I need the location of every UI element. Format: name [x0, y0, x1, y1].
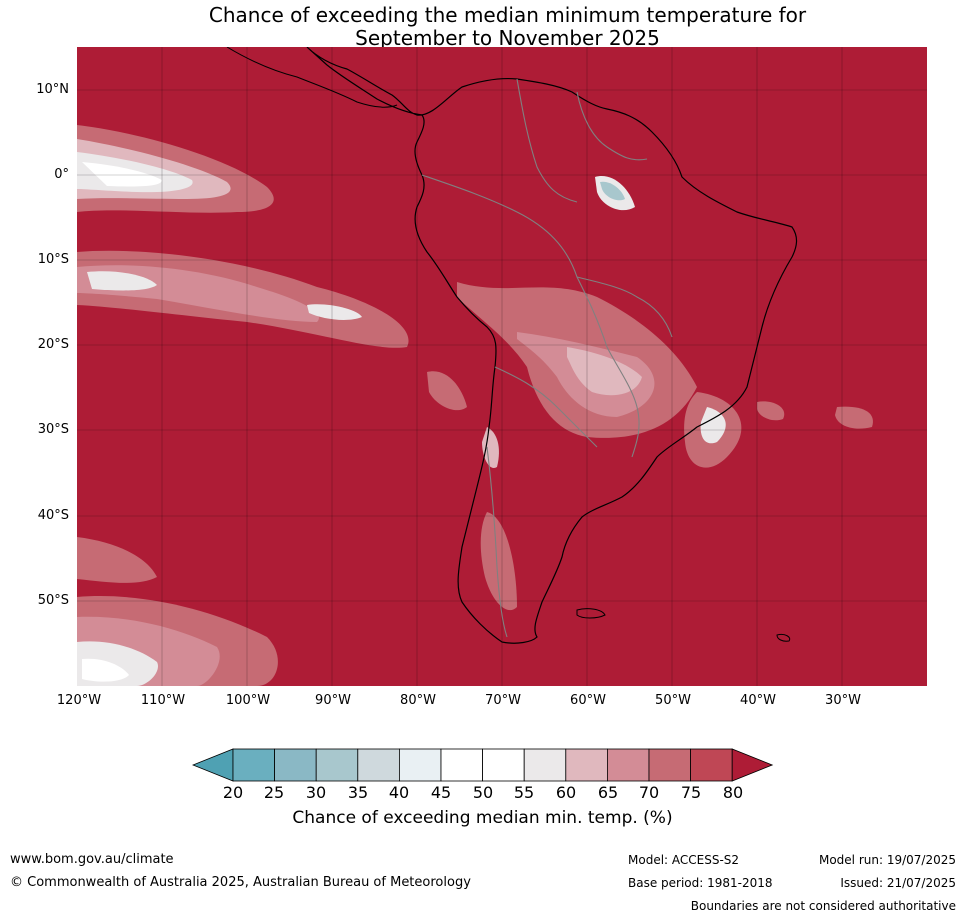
lon-label-70w: 70°W: [485, 693, 521, 708]
colorbar-segment-55-60: [523, 748, 567, 782]
lon-label-30w: 30°W: [825, 693, 861, 708]
colorbar-segment-65-70: [606, 748, 650, 782]
colorbar-segment-40-45: [398, 748, 442, 782]
colorbar-segment-70-75: [648, 748, 691, 782]
map-panel: [77, 47, 927, 686]
colorbar-tick-75: 75: [680, 783, 702, 802]
lat-label-10n: 10°N: [36, 82, 69, 97]
patch-patagonia-70: [480, 512, 517, 611]
footer-copyright: © Commonwealth of Australia 2025, Austra…: [10, 875, 471, 890]
country-borders: [421, 78, 673, 638]
lat-label-40s: 40°S: [37, 508, 69, 523]
patch-atlantic-60: [700, 407, 726, 444]
central-america-coast: [226, 47, 398, 108]
colorbar: [192, 748, 774, 782]
colorbar-tick-20: 20: [222, 783, 244, 802]
footer-issued: Issued: 21/07/2025: [840, 876, 956, 890]
colorbar-tick-25: 25: [263, 783, 285, 802]
footer-disclaimer: Boundaries are not considered authoritat…: [690, 899, 956, 913]
patch-atlantic-east: [757, 401, 785, 421]
patch-chile-60: [482, 427, 499, 468]
patch-pacific-offshore: [427, 371, 467, 411]
colorbar-segment-60-65: [565, 748, 608, 782]
colorbar-tick-55: 55: [513, 783, 535, 802]
falkland-islands: [576, 608, 606, 619]
patch-eq-pacific-50: [82, 162, 162, 187]
colorbar-tick-45: 45: [430, 783, 452, 802]
lat-label-30s: 30°S: [37, 422, 69, 437]
colorbar-tick-65: 65: [597, 783, 619, 802]
colorbar-segment-50-55: [482, 748, 525, 782]
title-line-2: September to November 2025: [355, 26, 660, 50]
lat-label-0: 0°: [54, 167, 69, 182]
colorbar-segment-25-30: [274, 748, 317, 782]
lon-label-110w: 110°W: [140, 693, 186, 708]
lon-label-40w: 40°W: [740, 693, 776, 708]
colorbar-tick-50: 50: [472, 783, 494, 802]
lon-label-120w: 120°W: [56, 693, 102, 708]
patch-inland-60: [567, 347, 642, 396]
south-america-coastline: [306, 47, 798, 644]
south-georgia: [776, 634, 791, 642]
colorbar-tick-40: 40: [388, 783, 410, 802]
patch-pacific-band-60: [87, 271, 157, 291]
colorbar-tick-70: 70: [638, 783, 660, 802]
colorbar-label: Chance of exceeding median min. temp. (%…: [292, 808, 673, 828]
patch-atlantic-far-east: [835, 406, 873, 429]
lon-label-90w: 90°W: [315, 693, 351, 708]
colorbar-segment-75-80: [690, 748, 733, 782]
colorbar-tick-80: 80: [722, 783, 744, 802]
colorbar-tick-35: 35: [347, 783, 369, 802]
lon-label-100w: 100°W: [225, 693, 271, 708]
lat-label-10s: 10°S: [37, 252, 69, 267]
footer-website: www.bom.gov.au/climate: [10, 852, 174, 867]
lon-label-60w: 60°W: [570, 693, 606, 708]
colorbar-segments: [192, 748, 774, 782]
patch-south-pacific-upper: [77, 537, 157, 583]
colorbar-segment-35-40: [357, 748, 400, 782]
footer-model: Model: ACCESS-S2: [628, 853, 740, 867]
footer-base-period: Base period: 1981-2018: [628, 876, 773, 890]
map-title: Chance of exceeding the median minimum t…: [0, 4, 965, 50]
colorbar-extend-high: [731, 748, 774, 782]
lat-label-50s: 50°S: [37, 593, 69, 608]
colorbar-extend-low: [192, 748, 234, 782]
colorbar-tick-30: 30: [305, 783, 327, 802]
footer-model-run: Model run: 19/07/2025: [818, 853, 956, 867]
patch-south-pacific-50: [82, 658, 129, 682]
graticule: [77, 47, 927, 686]
colorbar-segment-45-50: [440, 748, 483, 782]
lon-label-50w: 50°W: [655, 693, 691, 708]
patch-amazon-35: [600, 181, 625, 201]
colorbar-segment-30-35: [315, 748, 359, 782]
patch-pacific-band-60b: [307, 304, 362, 320]
title-line-1: Chance of exceeding the median minimum t…: [208, 3, 807, 27]
colorbar-segment-20-25: [232, 748, 275, 782]
map-svg: [77, 47, 927, 686]
colorbar-tick-60: 60: [555, 783, 577, 802]
probability-patches: [77, 125, 873, 686]
lat-label-20s: 20°S: [37, 337, 69, 352]
lon-label-80w: 80°W: [400, 693, 436, 708]
